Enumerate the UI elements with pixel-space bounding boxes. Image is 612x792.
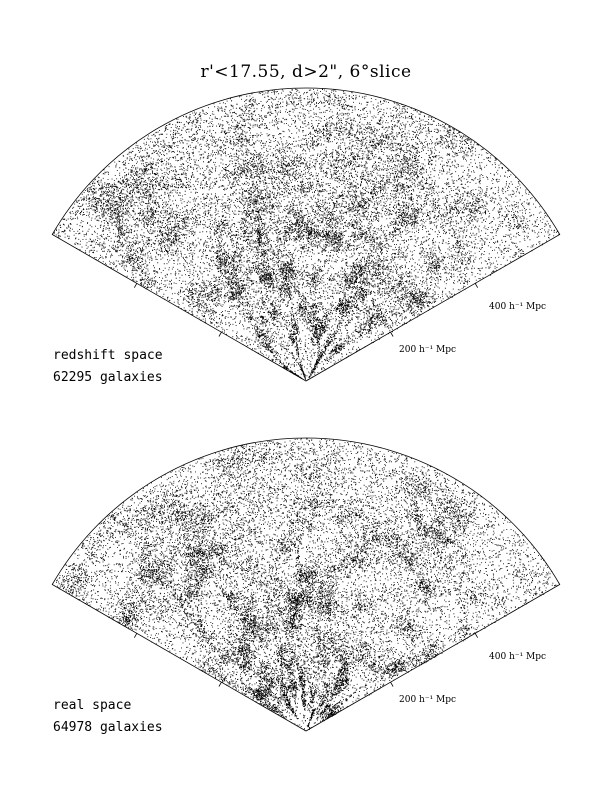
scale-label-200: 200 h⁻¹ Mpc (399, 695, 457, 705)
fan-outline (51, 437, 561, 732)
scale-tick-200 (390, 331, 394, 337)
scale-tick-400 (474, 283, 479, 288)
galaxy-count-label: 62295 galaxies (53, 370, 163, 385)
scale-tick-200 (390, 681, 394, 687)
page-title: r'<17.55, d>2", 6°slice (200, 62, 412, 82)
scale-tick-400 (133, 283, 138, 288)
scale-tick-400 (474, 633, 479, 638)
scale-tick-200 (218, 681, 222, 687)
scale-label-400: 400 h⁻¹ Mpc (489, 652, 547, 662)
scale-tick-400 (133, 633, 138, 638)
galaxy-points (56, 438, 558, 731)
galaxy-count-label: 64978 galaxies (53, 720, 163, 735)
fan-outline (51, 87, 561, 382)
redshift-space-fan-plot (51, 87, 561, 382)
panel-label: real space (53, 698, 132, 713)
galaxy-points (53, 88, 560, 380)
scale-label-200: 200 h⁻¹ Mpc (399, 345, 457, 355)
panel-label: redshift space (53, 348, 163, 363)
real-space-fan-plot (51, 437, 561, 732)
scale-label-400: 400 h⁻¹ Mpc (489, 302, 547, 312)
scale-tick-200 (218, 331, 222, 337)
